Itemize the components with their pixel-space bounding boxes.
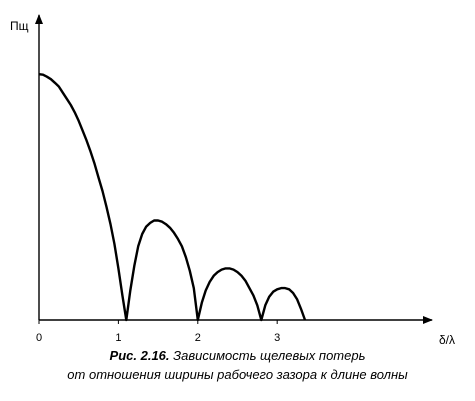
series-line	[38, 73, 307, 322]
figure-caption-cont: от отношения ширины рабочего зазора к дл…	[0, 366, 475, 383]
chart: Пщ δ/λ 0 1 2 3	[10, 14, 455, 345]
x-tick-label: 3	[274, 332, 280, 344]
x-tick-label: 1	[115, 332, 121, 344]
x-tick-label: 2	[195, 332, 201, 344]
x-tick-label: 0	[36, 332, 42, 344]
x-tick-group: 0 1 2 3	[36, 320, 280, 344]
caption-line-2: от отношения ширины рабочего зазора к дл…	[67, 367, 408, 382]
figure-label: Рис. 2.16.	[109, 348, 170, 363]
figure-caption: Рис. 2.16. Зависимость щелевых потерь	[0, 347, 475, 364]
series-group	[38, 73, 307, 322]
y-axis-label: Пщ	[10, 19, 29, 33]
x-axis-label: δ/λ	[439, 333, 455, 345]
caption-line-1: Зависимость щелевых потерь	[173, 348, 366, 363]
